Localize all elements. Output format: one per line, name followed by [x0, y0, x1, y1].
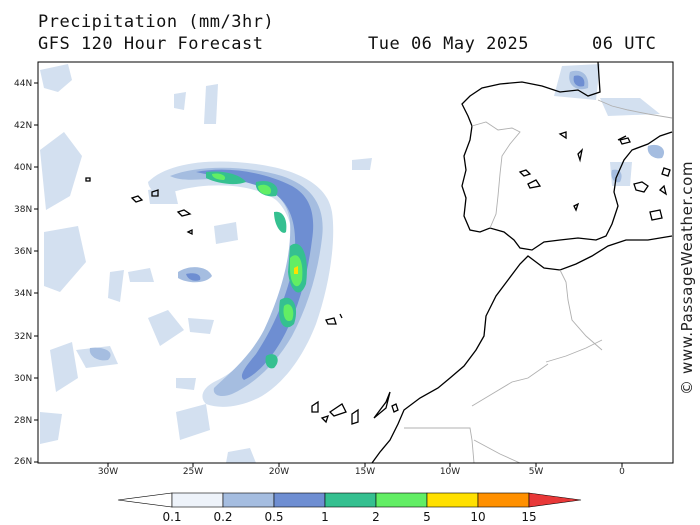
lon-label: 30W [97, 467, 119, 477]
coastlines [85, 62, 673, 463]
lon-label: 20W [268, 467, 290, 477]
lat-label: 28N [14, 416, 33, 426]
legend-swatch-above [528, 492, 582, 508]
lat-label: 32N [14, 332, 33, 342]
lat-label: 34N [14, 289, 33, 299]
lon-label: 0 [619, 467, 625, 477]
legend-label: 15 [521, 510, 537, 524]
lat-label: 38N [14, 205, 33, 215]
site-credit: © www.PassageWeather.com [678, 160, 696, 395]
precip-frontal-band [148, 161, 334, 407]
legend-swatch [426, 492, 479, 508]
forecast-date: Tue 06 May 2025 [368, 34, 530, 54]
legend-label: 0.2 [213, 510, 233, 524]
legend-swatch [375, 492, 428, 508]
lat-label: 44N [14, 79, 33, 89]
axis-ticks [34, 82, 623, 467]
lon-label: 15W [354, 467, 376, 477]
legend-swatch [273, 492, 326, 508]
lat-label: 40N [14, 163, 33, 173]
legend-swatch [477, 492, 530, 508]
lat-label: 36N [14, 247, 33, 257]
legend-label: 5 [423, 510, 431, 524]
legend-label: 1 [321, 510, 329, 524]
legend-label: 2 [372, 510, 380, 524]
lon-label: 25W [182, 467, 204, 477]
inland-lakes [518, 131, 668, 221]
lon-label: 10W [439, 467, 461, 477]
legend-swatch [324, 492, 377, 508]
azores-islands [85, 177, 193, 236]
precip-legend [117, 492, 582, 508]
map-title: Precipitation (mm/3hr) [38, 12, 275, 32]
canary-islands [311, 391, 399, 425]
legend-swatch [222, 492, 275, 508]
lon-label: 5W [528, 467, 544, 477]
madeira [325, 313, 343, 325]
country-borders [404, 99, 673, 463]
forecast-time: 06 UTC [592, 34, 657, 54]
precip-secondary-patches [89, 70, 665, 361]
iberia-coast [461, 62, 673, 251]
legend-swatch [171, 492, 224, 508]
legend-label: 0.1 [162, 510, 182, 524]
forecast-model: GFS 120 Hour Forecast [38, 34, 264, 54]
precip-light-patches [40, 64, 660, 463]
map-frame [37, 61, 674, 464]
balearic-islands [633, 167, 671, 193]
balearic-north [619, 137, 631, 145]
lat-label: 26N [14, 457, 33, 467]
africa-coast [371, 235, 673, 463]
legend-swatch-below [117, 492, 173, 508]
legend-label: 10 [470, 510, 486, 524]
legend-label: 0.5 [264, 510, 284, 524]
lat-label: 30N [14, 374, 33, 384]
lat-label: 42N [14, 121, 33, 131]
